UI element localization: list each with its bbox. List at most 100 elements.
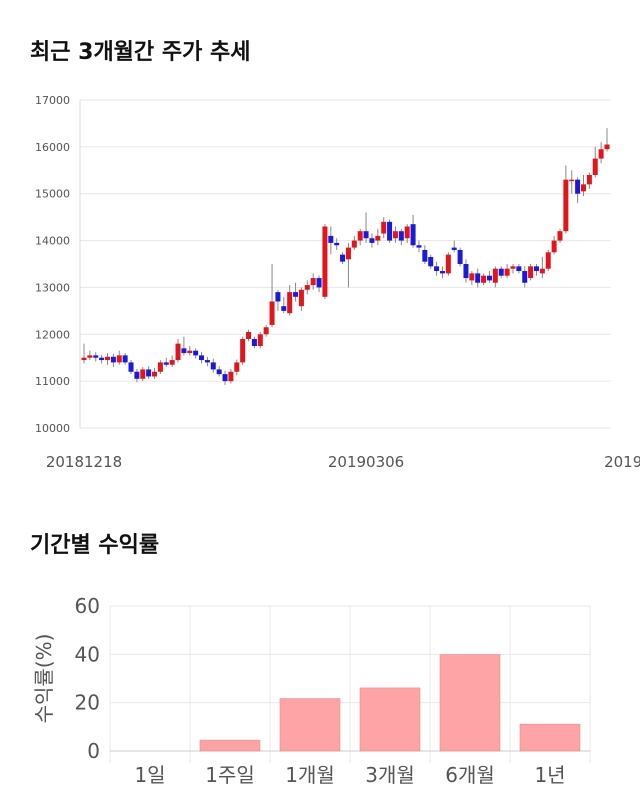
candle-body — [322, 226, 328, 297]
return-bar — [519, 723, 581, 752]
candle-body — [486, 275, 492, 281]
y-tick-label: 10000 — [35, 422, 70, 435]
candle-body — [598, 149, 604, 159]
y-tick-label: 14000 — [35, 235, 70, 248]
x-tick-label: 20190516 — [604, 453, 640, 471]
candle-body — [475, 273, 481, 283]
candle-body — [533, 266, 539, 272]
candle-body — [387, 221, 393, 241]
candle-body — [539, 268, 545, 274]
candle-body — [328, 235, 334, 243]
y-tick-label: 0 — [87, 739, 100, 763]
candle-body — [216, 369, 222, 375]
candle-body — [381, 221, 387, 234]
candle-body — [580, 184, 586, 192]
candle-body — [592, 158, 598, 175]
candle-body — [122, 355, 128, 363]
price-trend-title: 최근 3개월간 주가 추세 — [30, 40, 251, 65]
candle-body — [445, 254, 451, 274]
candle-body — [604, 144, 610, 150]
candle-body — [81, 357, 87, 361]
candle-body — [340, 254, 346, 262]
candle-body — [163, 362, 169, 365]
candle-body — [263, 327, 269, 335]
candle-body — [345, 247, 351, 260]
candle-body — [463, 264, 469, 279]
candle-body — [93, 355, 99, 358]
period-returns-title: 기간별 수익률 — [30, 533, 160, 558]
candle-body — [334, 242, 340, 246]
candle-body — [293, 292, 299, 297]
y-tick-label: 20 — [75, 691, 100, 715]
candle-body — [492, 268, 498, 283]
candle-body — [557, 231, 563, 241]
candle-body — [528, 266, 534, 279]
candle-body — [193, 350, 199, 356]
candle-body — [357, 231, 363, 241]
return-bar — [439, 654, 501, 752]
y-tick-label: 17000 — [35, 94, 70, 107]
candle-body — [369, 238, 375, 243]
y-tick-label: 11000 — [35, 375, 70, 388]
candle-body — [416, 245, 422, 248]
candle-body — [481, 275, 487, 283]
candle-body — [504, 268, 510, 276]
candle-body — [187, 350, 193, 354]
x-tick-label: 20181218 — [46, 453, 122, 471]
candle-body — [469, 273, 475, 281]
x-category-label: 1주일 — [205, 763, 255, 787]
candle-body — [157, 362, 163, 372]
candle-body — [99, 357, 105, 361]
candle-body — [181, 348, 187, 354]
candle-body — [522, 271, 528, 283]
y-tick-label: 13000 — [35, 281, 70, 294]
candle-body — [575, 179, 581, 194]
candle-body — [152, 371, 158, 377]
candle-body — [234, 362, 240, 372]
candle-body — [210, 362, 216, 370]
candlestick-chart: 10000 11000 12000 13000 14000 15000 16000 17000… — [35, 94, 640, 471]
candle-body — [105, 356, 111, 361]
candle-body — [146, 369, 152, 377]
candle-body — [134, 371, 140, 379]
candle-body — [281, 306, 287, 311]
y-tick-label: 15000 — [35, 188, 70, 201]
candle-body — [310, 278, 316, 286]
candle-body — [228, 371, 234, 382]
x-category-label: 1년 — [534, 763, 565, 787]
x-category-label: 3개월 — [365, 763, 415, 787]
y-axis-title: 수익률(%) — [32, 634, 56, 724]
candle-body — [316, 278, 322, 288]
candle-body — [110, 356, 116, 363]
candle-body — [351, 240, 357, 248]
candle-body — [257, 334, 263, 346]
x-category-label: 1일 — [134, 763, 165, 787]
x-tick-label: 20190306 — [328, 453, 404, 471]
candle-body — [199, 355, 205, 361]
candle-body — [434, 266, 440, 272]
candle-body — [398, 231, 404, 241]
candle-body — [298, 289, 304, 307]
y-tick-label: 40 — [75, 642, 100, 666]
return-bar — [199, 739, 261, 752]
return-bar — [359, 687, 421, 752]
candle-body — [222, 374, 228, 382]
return-bar — [279, 698, 341, 752]
x-category-label: 6개월 — [445, 763, 495, 787]
candle-body — [428, 256, 434, 267]
candle-body — [363, 231, 369, 239]
candle-body — [516, 266, 522, 272]
candle-body — [510, 266, 516, 269]
y-tick-label: 60 — [75, 594, 100, 618]
y-tick-label: 12000 — [35, 328, 70, 341]
candle-body — [404, 226, 410, 239]
candle-body — [586, 174, 592, 185]
candle-body — [563, 179, 569, 232]
candle-body — [410, 224, 416, 246]
candle-body — [175, 343, 181, 361]
candle-body — [569, 179, 575, 182]
candle-body — [204, 360, 210, 363]
candle-body — [275, 292, 281, 302]
candle-body — [545, 252, 551, 269]
